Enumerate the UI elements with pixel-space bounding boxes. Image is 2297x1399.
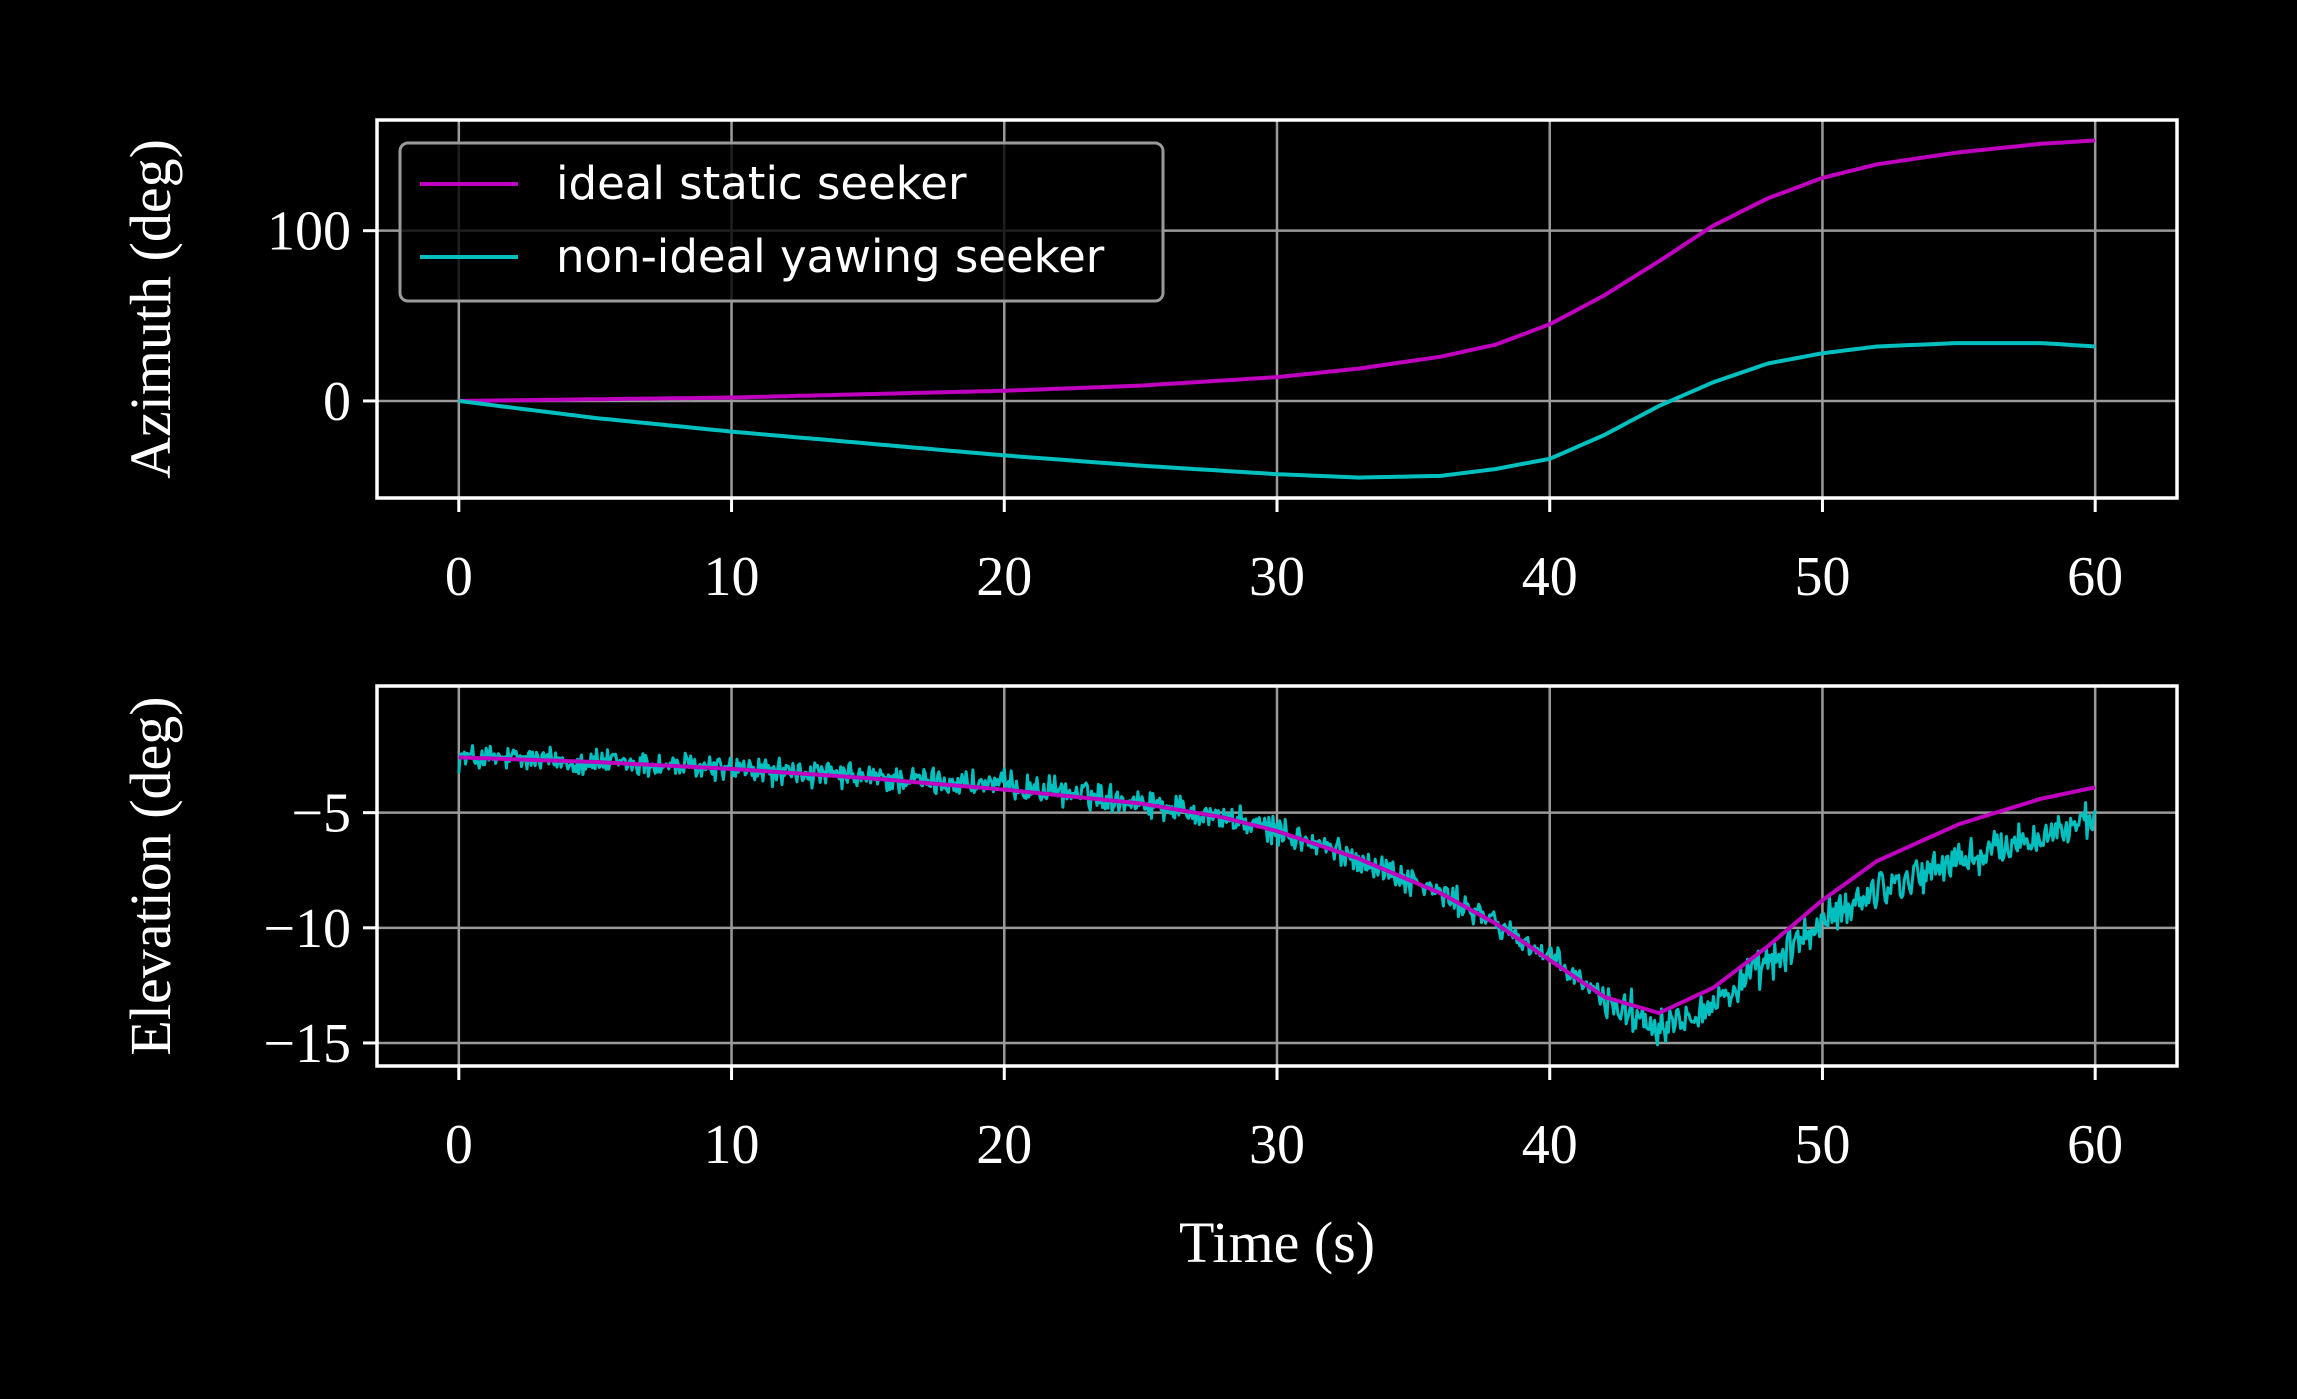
azimuth-subplot: 0 10 20 30 40 50 60 0 100 Azimuth (deg) ideal stat…: [118, 118, 2179, 608]
x-tick-label: 50: [1794, 1114, 1850, 1176]
y-axis-label: Elevation (deg): [118, 696, 183, 1055]
x-tick-label: 30: [1249, 546, 1305, 608]
series-line-1: [458, 755, 2096, 1015]
series-line-non-ideal-yawing-seeker: [458, 341, 2096, 480]
x-tick-label: 10: [704, 1114, 760, 1176]
legend-label: non-ideal yawing seeker: [556, 230, 1105, 283]
legend: ideal static seeker non-ideal yawing seek…: [398, 141, 1165, 303]
series-line-ideal-static-seeker: [458, 138, 2096, 403]
legend-label: ideal static seeker: [556, 157, 967, 210]
y-tick-label: 100: [267, 201, 351, 263]
x-tick-label: 60: [2067, 546, 2123, 608]
x-tick-label: 40: [1522, 1114, 1578, 1176]
legend-box: [398, 141, 1165, 303]
y-tick-label: −5: [291, 783, 351, 845]
x-tick-label: 20: [976, 1114, 1032, 1176]
x-tick-label: 0: [445, 1114, 473, 1176]
y-tick-label: −10: [263, 898, 351, 960]
y-axis-label: Azimuth (deg): [118, 139, 183, 479]
x-tick-label: 50: [1794, 546, 1850, 608]
y-tick-label: −15: [263, 1013, 351, 1075]
x-tick-label: 40: [1522, 546, 1578, 608]
y-tick-label: 0: [323, 371, 351, 433]
x-tick-label: 60: [2067, 1114, 2123, 1176]
x-tick-label: 10: [704, 546, 760, 608]
x-tick-label: 30: [1249, 1114, 1305, 1176]
x-tick-label: 0: [445, 546, 473, 608]
x-tick-label: 20: [976, 546, 1032, 608]
elevation-subplot: 0 10 20 30 40 50 60 −5 −10 −15 Elevation (deg) Time…: [118, 684, 2179, 1275]
x-axis-label: Time (s): [1179, 1210, 1375, 1275]
